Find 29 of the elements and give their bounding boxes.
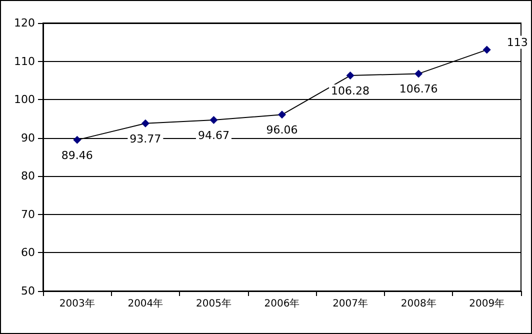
x-tick-label: 2008年 [400, 298, 436, 310]
data-label: 106.76 [399, 82, 438, 96]
point [278, 110, 286, 119]
x-tick-label: 2005年 [196, 298, 232, 310]
point [346, 72, 354, 80]
y-tick-label: 100 [14, 93, 35, 106]
x-tick-label: 2009年 [469, 298, 505, 310]
y-tick-label: 60 [21, 246, 35, 260]
point [414, 70, 423, 78]
data-label: 113 [506, 36, 528, 49]
y-tick-label: 70 [21, 208, 35, 221]
y-tick-label: 50 [21, 284, 35, 298]
data-label: 96.06 [266, 124, 298, 137]
y-tick-label: 90 [21, 131, 35, 144]
y-tick-label: 80 [21, 170, 35, 183]
data-label: 89.46 [61, 148, 93, 162]
x-tick-label: 2006年 [264, 298, 300, 310]
point [141, 119, 150, 128]
point [73, 136, 82, 144]
y-tick-label: 110 [14, 54, 35, 68]
point [210, 116, 218, 124]
data-label: 93.77 [130, 132, 162, 146]
data-label: 94.67 [198, 128, 230, 142]
data-label: 106.28 [331, 84, 370, 98]
x-tick-label: 2003年 [59, 298, 95, 310]
point [482, 46, 491, 54]
x-tick-label: 2007年 [332, 298, 368, 310]
y-tick-label: 120 [14, 16, 35, 30]
x-tick-label: 2004年 [128, 298, 164, 310]
